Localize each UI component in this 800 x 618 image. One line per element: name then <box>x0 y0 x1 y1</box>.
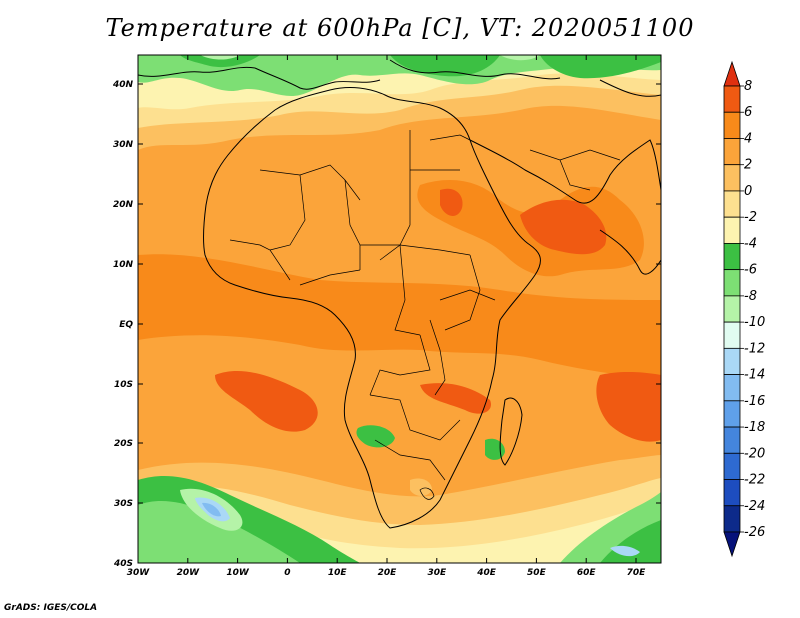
colorbar: 8 6 4 2 0 -2 -4 -6 -8 -10 -12 -14 -16 -18 -20 -22 -24 -26 <box>723 60 765 558</box>
colorbar-label: -8 <box>744 289 757 304</box>
colorbar-label: -16 <box>744 394 765 409</box>
colorbar-segment <box>723 190 741 218</box>
lon-label: 0 <box>284 568 290 578</box>
colorbar-segment <box>723 400 741 428</box>
colorbar-label: 0 <box>744 184 752 199</box>
chart-title: Temperature at 600hPa [C], VT: 202005110… <box>105 14 695 42</box>
colorbar-label: 2 <box>744 158 752 173</box>
colorbar-label: -4 <box>744 236 757 251</box>
colorbar-top-arrow <box>723 60 741 87</box>
colorbar-label: -2 <box>744 210 757 225</box>
country-borders <box>229 130 621 500</box>
arabia-coast <box>469 139 661 204</box>
colorbar-segment <box>723 269 741 297</box>
latitude-axis: 40N 30N 20N 10N EQ 10S 20S 30S 40S <box>112 80 661 569</box>
lat-label: 10N <box>113 260 134 270</box>
madagascar-coastline <box>499 397 523 466</box>
lon-label: 60E <box>577 568 597 578</box>
lat-label: 10S <box>114 380 133 390</box>
lon-label: 70E <box>627 568 647 578</box>
colorbar-segment <box>723 164 741 192</box>
temperature-field <box>138 55 661 563</box>
colorbar-segment <box>723 347 741 375</box>
colorbar-label: -10 <box>744 315 765 330</box>
colorbar-label: 6 <box>744 105 752 120</box>
colorbar-label: -14 <box>744 368 765 383</box>
colorbar-segment <box>723 321 741 349</box>
colorbar-label: 8 <box>744 79 752 94</box>
africa-coastline <box>202 87 541 529</box>
lat-label: EQ <box>119 320 133 330</box>
field-6-8-arabia <box>520 199 607 255</box>
colorbar-label: -22 <box>744 473 765 488</box>
lat-label: 40S <box>113 559 133 569</box>
lat-label: 40N <box>112 80 134 90</box>
colorbar-label: -18 <box>744 420 765 435</box>
colorbar-segment <box>723 426 741 454</box>
lon-label: 10W <box>226 568 250 578</box>
colorbar-segment <box>723 505 741 533</box>
colorbar-segment <box>723 111 741 139</box>
colorbar-label: -12 <box>744 341 765 356</box>
colorbar-label: -6 <box>744 263 757 278</box>
colorbar-segment <box>723 138 741 166</box>
field-6-8-south-atlantic <box>215 370 318 432</box>
lat-label: 20N <box>113 200 134 210</box>
colorbar-label: -20 <box>744 446 765 461</box>
lon-label: 10E <box>328 568 348 578</box>
grads-credit: GrADS: IGES/COLA <box>4 603 98 613</box>
map-frame <box>137 54 662 564</box>
colorbar-segment <box>723 452 741 480</box>
lon-label: 30W <box>127 568 151 578</box>
lon-label: 50E <box>527 568 547 578</box>
colorbar-segment <box>723 374 741 402</box>
colorbar-segment <box>723 479 741 507</box>
colorbar-label: -26 <box>744 525 765 540</box>
colorbar-segment <box>723 85 741 113</box>
lon-label: 20W <box>177 568 201 578</box>
colorbar-segment <box>723 295 741 323</box>
colorbar-label: -24 <box>744 499 765 514</box>
lat-label: 30S <box>114 499 133 509</box>
lat-label: 30N <box>113 140 134 150</box>
colorbar-bottom-arrow <box>723 531 741 558</box>
lat-label: 20S <box>114 439 133 449</box>
colorbar-segment <box>723 216 741 244</box>
field-6-8-indian-ocean <box>596 371 661 442</box>
colorbar-label: 4 <box>744 131 752 146</box>
colorbar-segment <box>723 243 741 271</box>
lon-label: 40E <box>476 568 497 578</box>
coastlines <box>138 59 661 529</box>
lon-label: 20E <box>378 568 398 578</box>
lon-label: 30E <box>427 568 447 578</box>
longitude-axis: 30W 20W 10W 0 10E 20E 30E 40E 50E 60E 70E <box>127 55 646 578</box>
field-neg8-neg4-north <box>138 55 661 97</box>
